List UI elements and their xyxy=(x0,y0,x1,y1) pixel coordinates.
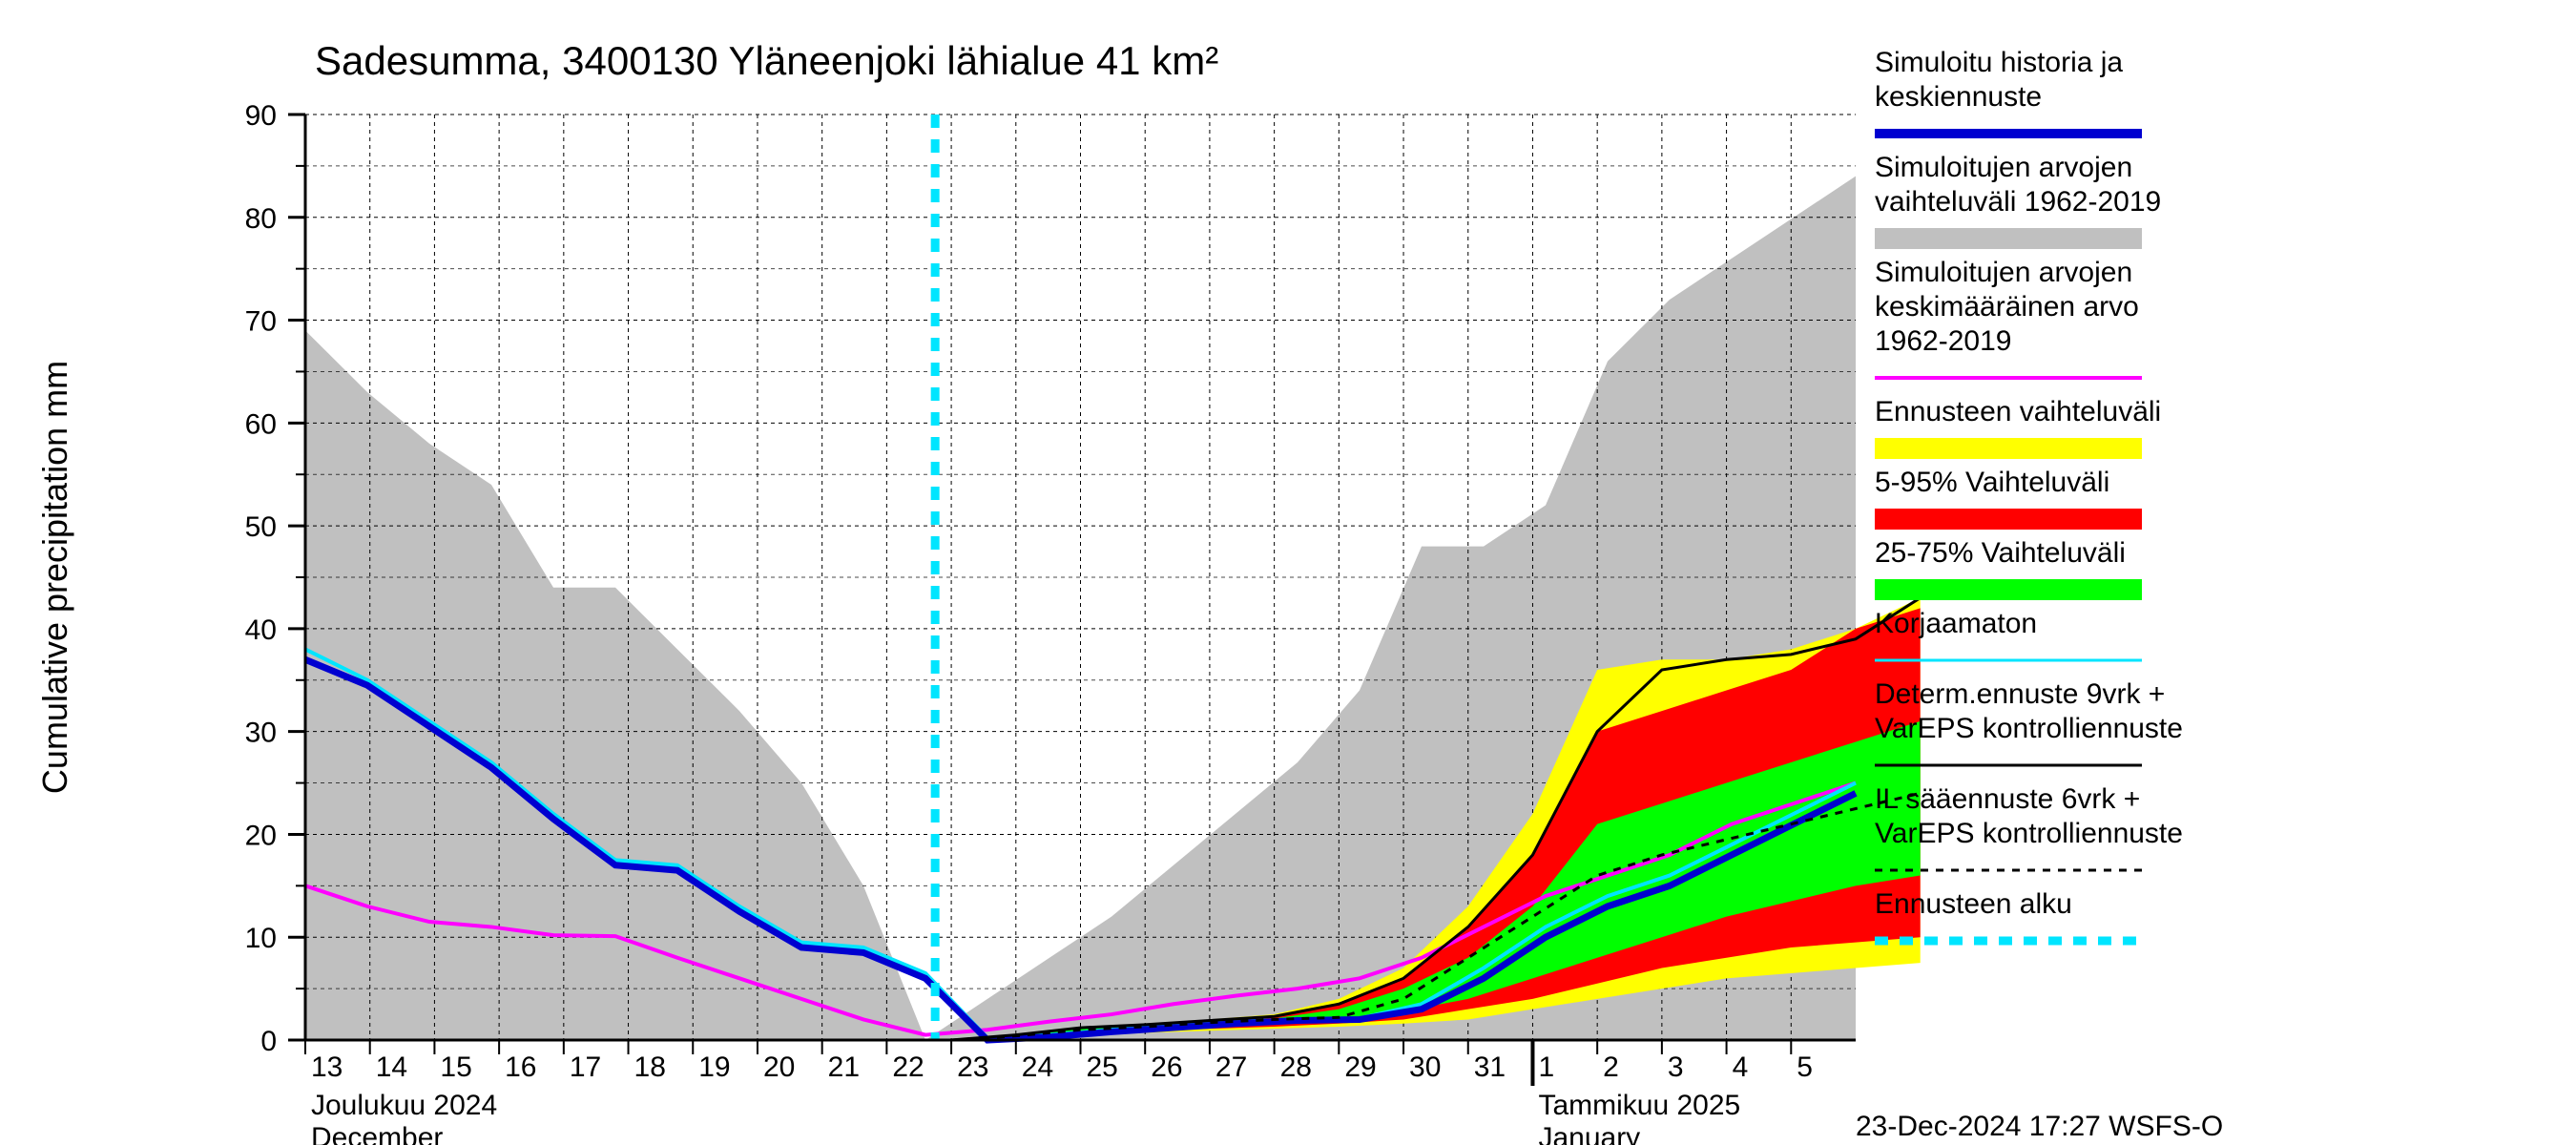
svg-text:60: 60 xyxy=(245,408,277,440)
svg-text:Simuloitujen arvojen: Simuloitujen arvojen xyxy=(1875,257,2132,288)
svg-text:16: 16 xyxy=(505,1051,536,1083)
svg-text:Simuloitu historia ja: Simuloitu historia ja xyxy=(1875,47,2123,78)
svg-text:27: 27 xyxy=(1215,1051,1247,1083)
chart-container: 0102030405060708090131415161718192021222… xyxy=(0,0,2576,1145)
svg-text:1: 1 xyxy=(1538,1051,1554,1083)
chart-title: Sadesumma, 3400130 Yläneenjoki lähialue … xyxy=(315,38,1218,83)
svg-text:14: 14 xyxy=(376,1051,407,1083)
svg-text:Joulukuu 2024: Joulukuu 2024 xyxy=(311,1090,497,1121)
svg-text:80: 80 xyxy=(245,203,277,235)
svg-text:10: 10 xyxy=(245,923,277,954)
svg-text:0: 0 xyxy=(260,1026,277,1057)
svg-text:15: 15 xyxy=(440,1051,471,1083)
svg-text:3: 3 xyxy=(1668,1051,1684,1083)
legend-swatch xyxy=(1875,228,2142,249)
svg-text:28: 28 xyxy=(1280,1051,1312,1083)
legend-swatch xyxy=(1875,509,2142,530)
svg-text:Korjaamaton: Korjaamaton xyxy=(1875,608,2037,639)
svg-text:22: 22 xyxy=(892,1051,924,1083)
svg-text:4: 4 xyxy=(1733,1051,1749,1083)
svg-text:90: 90 xyxy=(245,100,277,132)
footer-timestamp: 23-Dec-2024 17:27 WSFS-O xyxy=(1856,1111,2223,1142)
svg-text:VarEPS kontrolliennuste: VarEPS kontrolliennuste xyxy=(1875,818,2183,849)
svg-text:vaihteluväli 1962-2019: vaihteluväli 1962-2019 xyxy=(1875,186,2161,218)
svg-text:26: 26 xyxy=(1151,1051,1182,1083)
svg-text:2: 2 xyxy=(1603,1051,1619,1083)
svg-text:Determ.ennuste 9vrk +: Determ.ennuste 9vrk + xyxy=(1875,678,2165,710)
svg-text:IL sääennuste 6vrk +: IL sääennuste 6vrk + xyxy=(1875,783,2140,815)
svg-text:18: 18 xyxy=(634,1051,666,1083)
svg-text:VarEPS kontrolliennuste: VarEPS kontrolliennuste xyxy=(1875,713,2183,744)
svg-text:Ennusteen alku: Ennusteen alku xyxy=(1875,888,2072,920)
svg-text:keskiennuste: keskiennuste xyxy=(1875,81,2042,113)
svg-text:January: January xyxy=(1538,1122,1640,1145)
svg-text:30: 30 xyxy=(1409,1051,1441,1083)
svg-text:40: 40 xyxy=(245,614,277,646)
y-axis-label: Cumulative precipitation mm xyxy=(35,361,74,794)
svg-text:Simuloitujen arvojen: Simuloitujen arvojen xyxy=(1875,152,2132,183)
chart-svg: 0102030405060708090131415161718192021222… xyxy=(0,0,2576,1145)
svg-text:13: 13 xyxy=(311,1051,343,1083)
svg-text:17: 17 xyxy=(570,1051,601,1083)
svg-text:30: 30 xyxy=(245,718,277,749)
svg-text:50: 50 xyxy=(245,511,277,543)
svg-text:December: December xyxy=(311,1122,443,1145)
svg-text:31: 31 xyxy=(1474,1051,1506,1083)
svg-text:keskimääräinen arvo: keskimääräinen arvo xyxy=(1875,291,2139,323)
legend-swatch xyxy=(1875,438,2142,459)
svg-text:21: 21 xyxy=(828,1051,860,1083)
svg-text:19: 19 xyxy=(698,1051,730,1083)
svg-text:25: 25 xyxy=(1087,1051,1118,1083)
svg-text:1962-2019: 1962-2019 xyxy=(1875,325,2011,357)
svg-text:29: 29 xyxy=(1344,1051,1376,1083)
svg-text:5-95% Vaihteluväli: 5-95% Vaihteluväli xyxy=(1875,467,2109,498)
svg-text:Tammikuu 2025: Tammikuu 2025 xyxy=(1538,1090,1740,1121)
svg-text:23: 23 xyxy=(957,1051,988,1083)
svg-text:20: 20 xyxy=(245,820,277,851)
svg-text:24: 24 xyxy=(1022,1051,1053,1083)
svg-text:5: 5 xyxy=(1797,1051,1813,1083)
svg-text:20: 20 xyxy=(763,1051,795,1083)
svg-text:25-75% Vaihteluväli: 25-75% Vaihteluväli xyxy=(1875,537,2126,569)
legend-swatch xyxy=(1875,579,2142,600)
svg-text:70: 70 xyxy=(245,306,277,338)
svg-text:Ennusteen vaihteluväli: Ennusteen vaihteluväli xyxy=(1875,396,2161,427)
